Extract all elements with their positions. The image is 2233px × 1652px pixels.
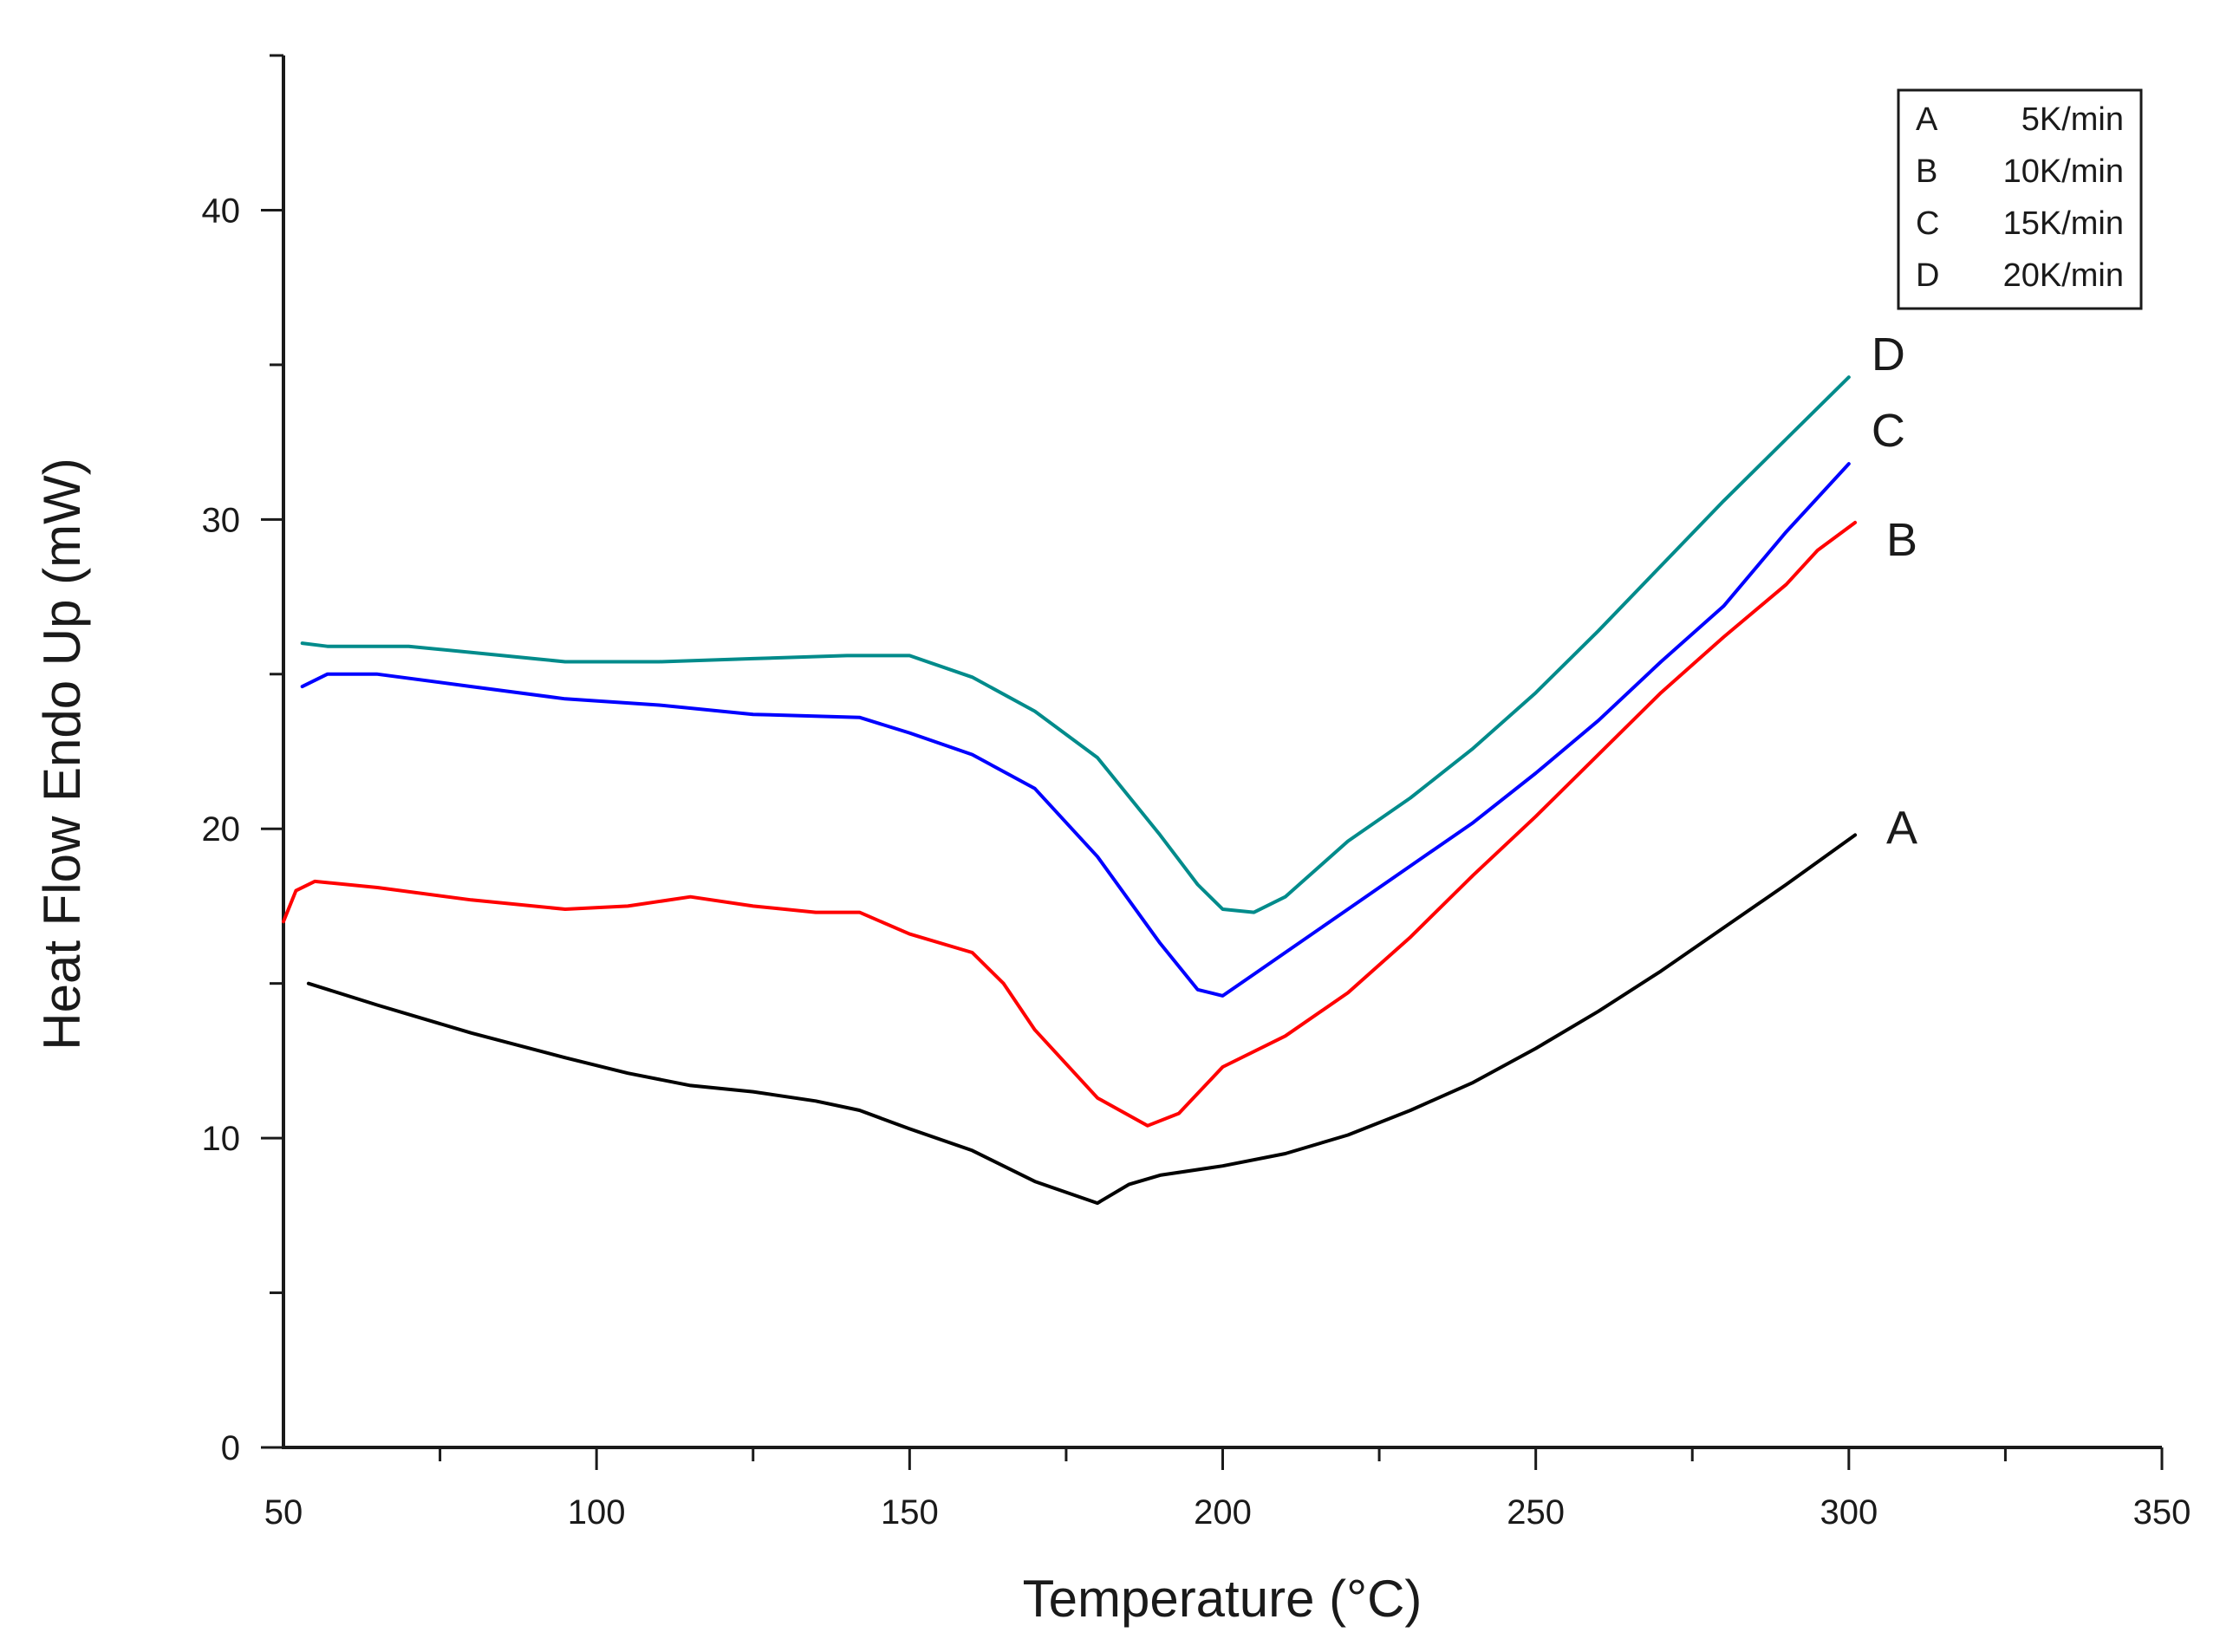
y-ticks: 0 10 20 30 40 [202,54,283,1467]
x-tick-label: 350 [2133,1493,2191,1532]
legend-entries: A 5K/min B 10K/min C 15K/min D 20K/min [1916,101,2124,294]
y-tick-label: 0 [221,1429,240,1467]
legend-key-c: C [1916,205,1939,242]
legend-box [1897,88,2143,310]
y-tick-label: 10 [202,1120,241,1158]
x-tick-label: 250 [1507,1493,1565,1532]
legend-label-b: 10K/min [2003,153,2124,190]
series-end-label-b: B [1886,514,1917,566]
x-tick-label: 150 [881,1493,939,1532]
legend-label-d: 20K/min [2003,257,2124,294]
y-axis-title: Heat Flow Endo Up (mW) [33,458,91,1050]
legend-label-a: 5K/min [2021,101,2124,138]
legend-key-d: D [1916,257,1939,294]
x-tick-label: 100 [568,1493,626,1532]
series-line-d [300,375,1851,914]
x-tick-label: 300 [1820,1493,1878,1532]
series-end-label-d: D [1872,328,1905,380]
y-tick-label: 40 [202,192,241,230]
series-line-b [282,520,1858,1128]
series-end-label-c: C [1872,405,1905,457]
x-tick-label: 50 [264,1493,303,1532]
y-tick-label: 30 [202,501,241,539]
legend-label-c: 15K/min [2003,205,2124,242]
x-ticks: 50 100 150 200 250 300 350 [264,1447,2191,1532]
x-tick-label: 200 [1194,1493,1252,1532]
legend-key-a: A [1916,101,1938,138]
x-axis-title: Temperature (°C) [1023,1570,1422,1628]
axes: 50 100 150 200 250 300 350 0 10 20 30 40 [202,54,2191,1532]
series-line-c [300,462,1851,998]
series-end-label-a: A [1886,802,1917,854]
legend-key-b: B [1916,153,1937,190]
y-tick-label: 20 [202,810,241,849]
series-end-labels: A B CD [1872,328,1917,854]
series-line-a [306,833,1858,1206]
legend: A 5K/min B 10K/min C 15K/min D 20K/min [1897,88,2143,310]
series-group [282,375,1858,1206]
